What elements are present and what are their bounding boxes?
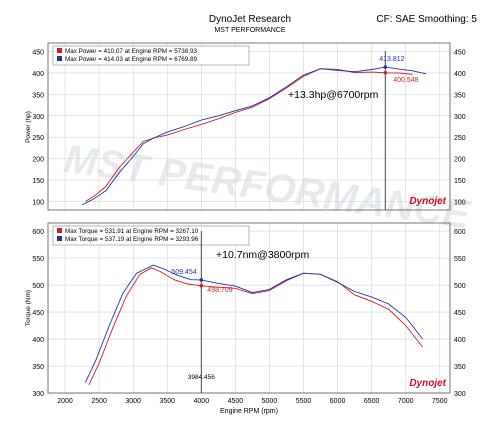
torque-ytick-left: 400 (32, 337, 44, 344)
power-marker-value-blue: 413.812 (379, 56, 404, 63)
power-ytick-left: 300 (32, 114, 44, 121)
torque-series-red (88, 267, 424, 386)
watermark: MST PERFORMANCE (61, 137, 473, 238)
xtick-label: 7500 (432, 398, 448, 405)
torque-ytick-right: 500 (454, 283, 466, 290)
power-ytick-left: 250 (32, 135, 44, 142)
torque-ytick-right: 600 (454, 229, 466, 236)
power-legend-box (52, 45, 250, 66)
xtick-label: 2500 (91, 398, 107, 405)
power-ylabel: Power (hp) (25, 111, 32, 143)
torque-marker-point-blue (199, 278, 204, 282)
torque-gain-annotation: +10.7nm@3800rpm (216, 249, 310, 261)
torque-legend-box (52, 225, 250, 246)
power-grid (48, 43, 450, 210)
power-ytick-right: 200 (454, 157, 466, 164)
power-gain-annotation: +13.3hp@6700rpm (288, 89, 379, 101)
marker-rpm-label: 3984.456 (188, 374, 215, 381)
xtick-label: 4000 (194, 398, 210, 405)
xtick-label: 4500 (228, 398, 244, 405)
torque-plot-frame (47, 222, 451, 394)
torque-ylabel: Torque (Nm) (25, 290, 32, 326)
torque-series-blue (85, 264, 424, 383)
xtick-label: 3000 (125, 398, 141, 405)
xtick-label: 3500 (159, 398, 175, 405)
torque-ytick-left: 500 (32, 283, 44, 290)
torque-legend-swatch-red (57, 228, 62, 233)
chart-subtitle: MST PERFORMANCE (214, 27, 286, 34)
power-ytick-right: 300 (454, 114, 466, 121)
power-ytick-left: 450 (32, 50, 44, 57)
power-series-blue (81, 66, 427, 206)
torque-ytick-right: 400 (454, 337, 466, 344)
power-dynojet-logo: Dynojet (409, 196, 446, 207)
power-plot-frame (47, 42, 451, 211)
power-marker-point-red (383, 70, 388, 75)
power-series-red (85, 68, 413, 202)
torque-ytick-right: 350 (454, 364, 466, 371)
torque-ytick-left: 450 (32, 310, 44, 317)
xlabel: Engine RPM (rpm) (220, 408, 278, 415)
power-legend: Max Power = 410.07 at Engine RPM = 5738.… (52, 45, 250, 66)
power-legend-swatch-red (57, 48, 62, 53)
power-ytick-right: 450 (454, 50, 466, 57)
torque-marker-point-red (199, 283, 204, 288)
correction-label: CF: SAE Smoothing: 5 (376, 14, 477, 25)
xtick-label: 5000 (262, 398, 278, 405)
chart-title: DynoJet Research (208, 14, 292, 25)
torque-legend-swatch-blue (57, 236, 62, 241)
torque-ytick-right: 450 (454, 310, 466, 317)
xtick-label: 2000 (57, 398, 73, 405)
xtick-label: 5500 (296, 398, 312, 405)
power-ytick-right: 250 (454, 135, 466, 142)
torque-ytick-left: 350 (32, 364, 44, 371)
power-legend-entry: Max Power = 410.07 at Engine RPM = 5738.… (65, 48, 197, 55)
torque-marker-value-red: 498.709 (207, 287, 232, 294)
power-ytick-right: 350 (454, 92, 466, 99)
xtick-label: 6500 (364, 398, 380, 405)
power-legend-entry: Max Power = 414.03 at Engine RPM = 6769.… (65, 56, 197, 63)
power-ytick-left: 100 (32, 199, 44, 206)
torque-dynojet-logo: Dynojet (409, 378, 446, 389)
power-ytick-left: 400 (32, 71, 44, 78)
power-legend-swatch-blue (57, 56, 62, 61)
power-ytick-left: 200 (32, 157, 44, 164)
power-marker-point-blue (383, 65, 388, 69)
torque-legend: Max Torque = 531.91 at Engine RPM = 3267… (52, 225, 250, 246)
torque-ytick-right: 550 (454, 256, 466, 263)
torque-ytick-left: 550 (32, 256, 44, 263)
power-marker-value-red: 400.548 (393, 77, 418, 84)
power-ytick-right: 100 (454, 199, 466, 206)
torque-ytick-left: 600 (32, 229, 44, 236)
xtick-label: 7000 (398, 398, 414, 405)
power-ytick-left: 150 (32, 178, 44, 185)
torque-legend-entry: Max Torque = 531.91 at Engine RPM = 3267… (65, 228, 199, 235)
power-ytick-left: 350 (32, 92, 44, 99)
torque-ytick-left: 300 (32, 391, 44, 398)
power-ytick-right: 150 (454, 178, 466, 185)
torque-ytick-right: 300 (454, 391, 466, 398)
power-ytick-right: 400 (454, 71, 466, 78)
torque-legend-entry: Max Torque = 537.19 at Engine RPM = 3293… (65, 236, 199, 243)
xtick-label: 6000 (330, 398, 346, 405)
torque-marker-value-blue: 509.454 (171, 269, 196, 276)
